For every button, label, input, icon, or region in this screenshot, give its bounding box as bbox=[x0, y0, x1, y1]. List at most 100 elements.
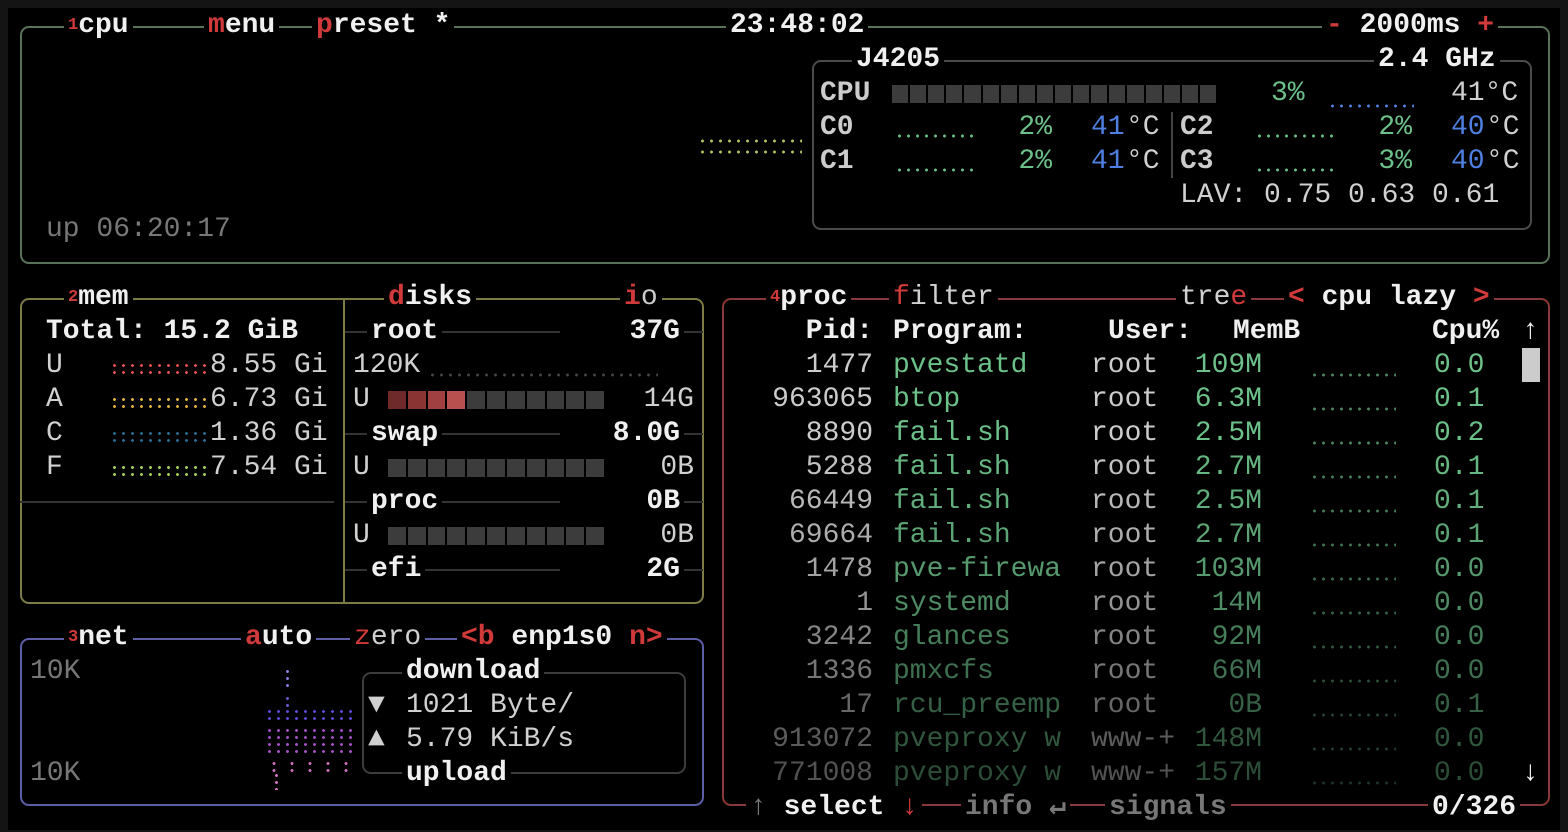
scroll-down-icon[interactable]: ↓ bbox=[1522, 758, 1539, 789]
header-user[interactable]: User: bbox=[1108, 316, 1193, 347]
core-temp-unit: °C bbox=[1486, 112, 1520, 143]
menu-button[interactable]: menu bbox=[204, 9, 280, 43]
process-mem: 109M bbox=[1194, 350, 1262, 381]
disk-used-meter bbox=[388, 391, 604, 409]
hotkey: p bbox=[316, 10, 333, 41]
disk-line bbox=[345, 433, 703, 435]
sort-next-button[interactable]: > bbox=[1472, 282, 1490, 313]
process-cpu-graph bbox=[1310, 372, 1396, 378]
process-user: root bbox=[1091, 486, 1159, 517]
process-cpu-graph bbox=[1310, 508, 1396, 514]
btop-terminal bbox=[8, 8, 1560, 830]
core-percent: 2% bbox=[1018, 146, 1052, 177]
disk-used-meter bbox=[388, 527, 604, 545]
cpu-panel-title[interactable]: 1cpu bbox=[64, 9, 133, 43]
core-percent: 3% bbox=[1378, 146, 1412, 177]
header-pid[interactable]: Pid: bbox=[805, 316, 873, 347]
process-mem: 66M bbox=[1211, 656, 1262, 687]
process-cpu-graph bbox=[1310, 610, 1396, 616]
hotkey: m bbox=[208, 10, 225, 41]
header-program[interactable]: Program: bbox=[893, 316, 1028, 347]
process-cpu: 0.0 bbox=[1434, 758, 1485, 789]
process-user: www-+ bbox=[1091, 724, 1176, 755]
process-mem: 14M bbox=[1211, 588, 1262, 619]
process-program: pmxcfs bbox=[893, 656, 994, 687]
disk-used-label: U bbox=[353, 520, 370, 551]
process-pid: 5288 bbox=[805, 452, 873, 483]
process-pid: 1477 bbox=[805, 350, 873, 381]
process-user: root bbox=[1091, 418, 1159, 449]
select-down-icon: ↓ bbox=[901, 792, 919, 823]
process-cpu-graph bbox=[1310, 644, 1396, 650]
interval-increase-button[interactable]: + bbox=[1477, 10, 1495, 41]
disks-button[interactable]: disks bbox=[384, 281, 477, 315]
process-count: 0/326 bbox=[1428, 791, 1521, 825]
signals-button[interactable]: signals bbox=[1105, 791, 1231, 825]
cpu-title: cpu bbox=[78, 10, 129, 41]
mem-row-graph bbox=[110, 464, 209, 478]
core-label: C1 bbox=[820, 146, 854, 177]
prev-interface-button[interactable]: <b bbox=[461, 622, 495, 653]
process-program: btop bbox=[893, 384, 961, 415]
label: isks bbox=[404, 282, 473, 313]
process-pid: 963065 bbox=[772, 384, 873, 415]
process-cpu-graph bbox=[1310, 780, 1396, 786]
process-program: fail.sh bbox=[893, 418, 1011, 449]
interval-decrease-button[interactable]: - bbox=[1326, 10, 1343, 41]
mem-row-value: 1.36 Gi bbox=[210, 418, 328, 449]
tree-button[interactable]: tree bbox=[1176, 281, 1252, 315]
next-interface-button[interactable]: n> bbox=[629, 622, 663, 653]
preset-button[interactable]: preset * bbox=[312, 9, 455, 43]
process-pid: 1336 bbox=[805, 656, 873, 687]
core-temp-unit: °C bbox=[1486, 146, 1520, 177]
zero-button[interactable]: zero bbox=[350, 621, 426, 655]
interface-name: enp1s0 bbox=[511, 622, 613, 653]
cpu-total-meter bbox=[892, 85, 1216, 103]
process-program: pve-firewa bbox=[893, 554, 1062, 585]
mem-panel-title[interactable]: 2mem bbox=[64, 281, 133, 315]
process-user: root bbox=[1091, 656, 1159, 687]
cpu-frequency: 2.4 GHz bbox=[1374, 43, 1500, 77]
disk-name: root bbox=[367, 315, 443, 349]
process-cpu-graph bbox=[1310, 474, 1396, 480]
process-mem: 2.7M bbox=[1194, 452, 1262, 483]
cpu-total-percent: 3% bbox=[1271, 78, 1305, 109]
process-cpu: 0.1 bbox=[1434, 690, 1485, 721]
mem-row-graph bbox=[110, 362, 209, 376]
header-mem[interactable]: MemB bbox=[1233, 316, 1301, 347]
hotkey: d bbox=[388, 282, 405, 313]
core-temp: 40 bbox=[1451, 112, 1485, 143]
io-button[interactable]: io bbox=[620, 281, 662, 315]
header-cpu[interactable]: Cpu% bbox=[1432, 316, 1500, 347]
auto-button[interactable]: auto bbox=[241, 621, 317, 655]
process-cpu: 0.1 bbox=[1434, 384, 1485, 415]
process-cpu: 0.1 bbox=[1434, 520, 1485, 551]
scroll-up-icon[interactable]: ↑ bbox=[1522, 316, 1539, 347]
disk-line bbox=[345, 331, 703, 333]
cpu-total-temp: 41°C bbox=[1451, 78, 1519, 109]
proc-panel-title[interactable]: 4proc bbox=[766, 281, 852, 315]
process-cpu: 0.1 bbox=[1434, 486, 1485, 517]
core-graph bbox=[1255, 167, 1335, 173]
filter-button[interactable]: filter bbox=[889, 281, 998, 315]
select-control[interactable]: ↑ select ↓ bbox=[746, 791, 923, 825]
process-cpu-graph bbox=[1310, 746, 1396, 752]
mem-row-label: A bbox=[46, 384, 63, 415]
process-program: glances bbox=[893, 622, 1011, 653]
disk-used-label: U bbox=[353, 384, 370, 415]
disk-name: efi bbox=[367, 553, 426, 587]
process-mem: 157M bbox=[1194, 758, 1262, 789]
core-percent: 2% bbox=[1378, 112, 1412, 143]
process-cpu: 0.0 bbox=[1434, 622, 1485, 653]
mem-title: mem bbox=[78, 282, 129, 313]
process-mem: 92M bbox=[1211, 622, 1262, 653]
process-pid: 3242 bbox=[805, 622, 873, 653]
sort-prev-button[interactable]: < bbox=[1288, 282, 1305, 313]
scrollbar-thumb[interactable] bbox=[1522, 348, 1540, 382]
process-cpu-graph bbox=[1310, 576, 1396, 582]
cpu-total-label: CPU bbox=[820, 78, 871, 109]
disk-name: proc bbox=[367, 485, 443, 519]
info-button[interactable]: info ↵ bbox=[961, 791, 1070, 825]
enter-icon: ↵ bbox=[1049, 792, 1066, 823]
net-panel-title[interactable]: 3net bbox=[64, 621, 133, 655]
